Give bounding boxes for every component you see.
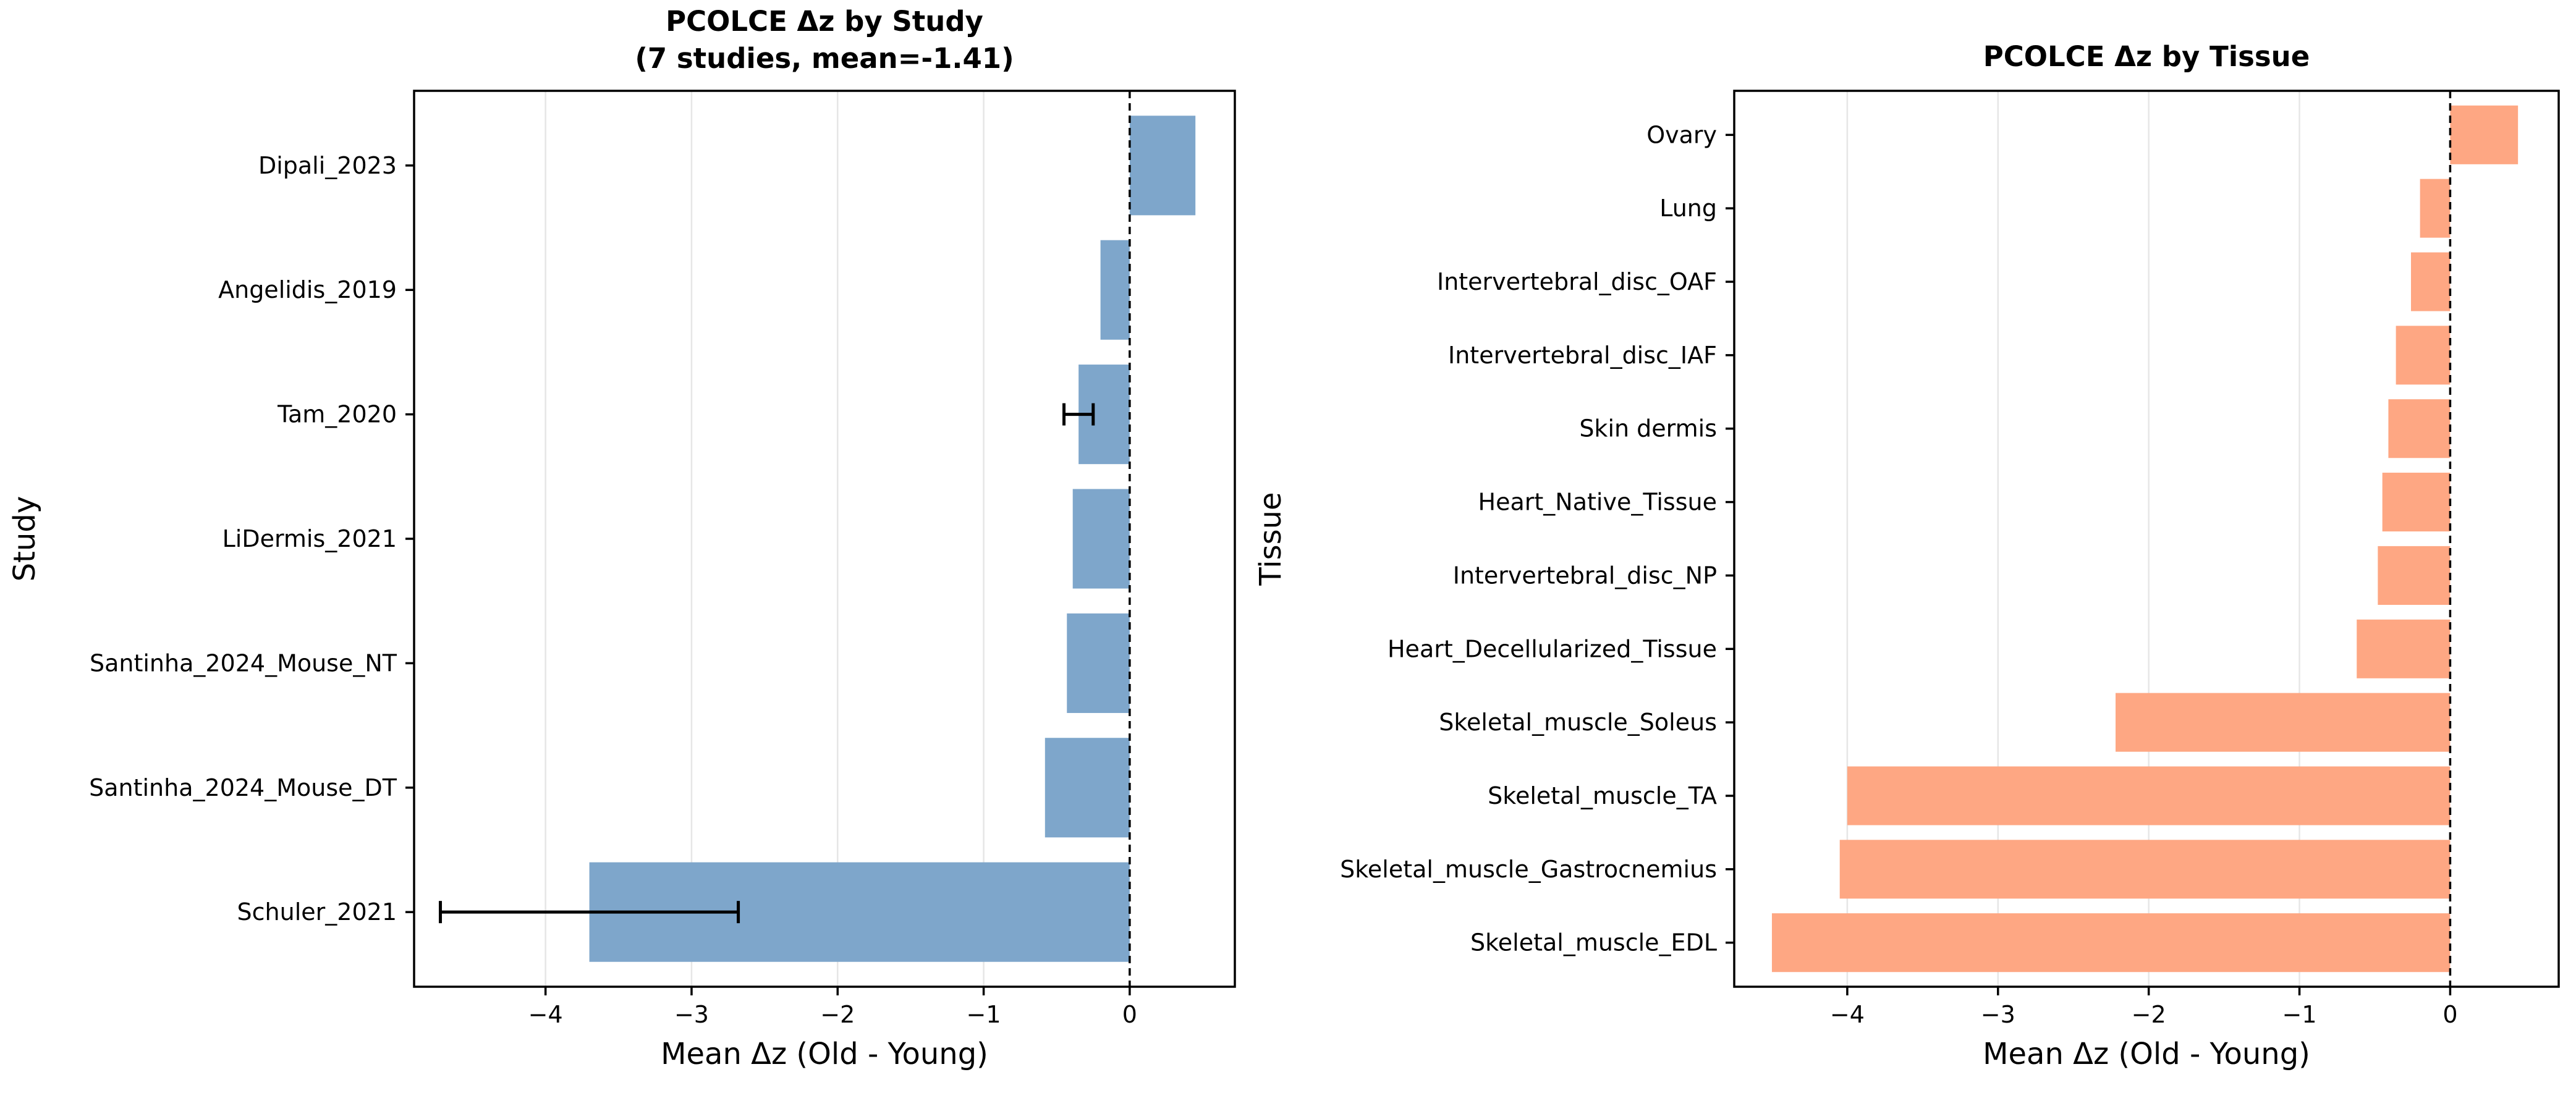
x-tick-label: 0 <box>2443 1001 2457 1028</box>
y-tick-label: Skeletal_muscle_EDL <box>1470 929 1717 956</box>
x-axis-label: Mean Δz (Old - Young) <box>1983 1037 2310 1071</box>
y-tick-label: Skeletal_muscle_Soleus <box>1439 709 1717 736</box>
x-tick-label: −4 <box>1830 1001 1865 1028</box>
x-axis-label: Mean Δz (Old - Young) <box>661 1037 988 1071</box>
bar <box>2382 473 2451 532</box>
x-tick-label: −3 <box>1981 1001 2015 1028</box>
y-tick-label: Angelidis_2019 <box>218 276 397 303</box>
y-tick-label: Dipali_2023 <box>258 152 397 179</box>
y-tick-label: Intervertebral_disc_NP <box>1453 562 1717 589</box>
bar <box>2357 619 2451 678</box>
x-tick-label: −2 <box>2132 1001 2166 1028</box>
chart-title: (7 studies, mean=-1.41) <box>635 42 1014 75</box>
bar <box>2411 252 2451 311</box>
y-tick-label: Schuler_2021 <box>237 898 397 926</box>
x-tick-label: −2 <box>820 1001 855 1028</box>
bar <box>1771 913 2451 973</box>
y-tick-label: Lung <box>1659 195 1717 222</box>
x-tick-label: −1 <box>2282 1001 2317 1028</box>
bar <box>1100 240 1130 340</box>
x-tick-label: 0 <box>1122 1001 1137 1028</box>
y-axis-label: Tissue <box>1253 492 1288 586</box>
y-tick-label: Tam_2020 <box>277 401 397 428</box>
tissue-chart-panel: −4 −3 −2 −1 0 Ovary Lung Intervertebral_disc_OA… <box>1253 40 2560 1071</box>
x-tick-label: −3 <box>674 1001 709 1028</box>
y-tick-label: Heart_Decellularized_Tissue <box>1388 635 1717 662</box>
bar <box>1129 116 1196 216</box>
bar <box>1067 613 1130 713</box>
y-tick-label: LiDermis_2021 <box>222 525 397 552</box>
bar <box>2378 546 2451 605</box>
bar <box>1072 489 1130 589</box>
x-tick-label: −4 <box>528 1001 563 1028</box>
plot-frame <box>1733 90 2560 988</box>
y-axis-label: Study <box>7 496 42 582</box>
bar <box>1044 738 1130 838</box>
bar <box>2420 179 2451 238</box>
study-chart-panel: −4 −3 −2 −1 0 Dipali_2023 Angelidis_2019 Tam_20… <box>7 5 1236 1071</box>
bar <box>2396 326 2451 385</box>
bar <box>1839 840 2451 899</box>
y-tick-label: Skin dermis <box>1579 415 1717 442</box>
bar <box>1847 766 2451 825</box>
y-tick-label: Skeletal_muscle_TA <box>1488 782 1717 809</box>
bar <box>2388 399 2451 458</box>
y-tick-label: Heart_Native_Tissue <box>1478 489 1717 516</box>
y-tick-label: Skeletal_muscle_Gastrocnemius <box>1340 856 1717 883</box>
bar <box>2450 105 2519 164</box>
y-tick-label: Santinha_2024_Mouse_NT <box>90 649 397 677</box>
chart-title: PCOLCE Δz by Study <box>666 5 983 38</box>
y-tick-label: Ovary <box>1646 121 1717 148</box>
chart-title: PCOLCE Δz by Tissue <box>1983 40 2310 73</box>
y-tick-label: Santinha_2024_Mouse_DT <box>89 774 397 801</box>
x-tick-label: −1 <box>967 1001 1001 1028</box>
y-tick-label: Intervertebral_disc_IAF <box>1448 342 1717 369</box>
y-tick-label: Intervertebral_disc_OAF <box>1437 268 1717 295</box>
bar <box>2116 693 2451 752</box>
